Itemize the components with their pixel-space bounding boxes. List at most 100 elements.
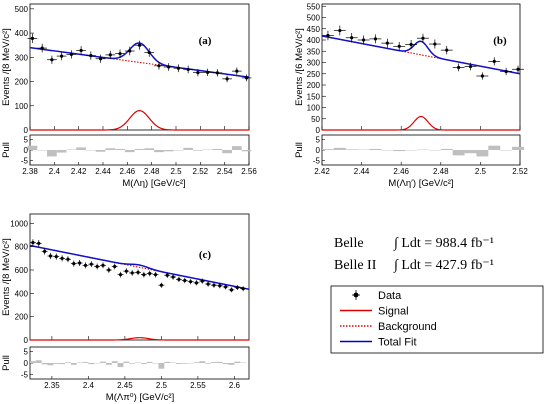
chart-panel-0: 2.38 2.4 2.42 2.44 2.46 2.48 2.5 2.52 2.54 2.56 0 1… xyxy=(1,3,257,189)
pull-y-tick-label: -5 xyxy=(21,370,29,379)
chart-panel-2: 2.35 2.4 2.45 2.5 2.55 2.6 0 200 400 600 800 1000 -5… xyxy=(1,213,250,403)
data-point xyxy=(30,36,35,41)
legend-label: Data xyxy=(378,290,402,302)
pull-bar xyxy=(452,150,465,156)
data-point xyxy=(212,283,216,287)
x-tick-label: 2.5 xyxy=(475,167,487,176)
data-point xyxy=(338,28,342,33)
pull-bar xyxy=(41,363,48,365)
y-tick-label: 300 xyxy=(15,53,29,62)
pull-bar xyxy=(164,361,171,363)
lumi-unit: fb⁻¹ xyxy=(471,258,494,273)
data-point xyxy=(142,273,146,277)
y-tick-label: 0 xyxy=(24,336,29,345)
pull-bar xyxy=(154,150,164,153)
pull-bar xyxy=(129,363,136,364)
pull-y-tick-label: 0 xyxy=(24,146,29,155)
x-tick-label: 2.48 xyxy=(144,167,160,176)
pull-bar xyxy=(95,150,106,152)
data-point xyxy=(457,65,461,70)
data-point xyxy=(148,271,152,276)
data-point xyxy=(194,281,199,285)
data-point xyxy=(157,64,161,68)
data-point xyxy=(186,67,190,72)
data-point xyxy=(137,43,142,47)
pull-bar xyxy=(134,148,145,150)
x-tick-label: 2.38 xyxy=(22,167,38,176)
y-tick-label: 400 xyxy=(15,289,29,298)
signal-curve xyxy=(30,337,249,341)
x-tick-label: 2.46 xyxy=(393,167,409,176)
data-point xyxy=(66,257,70,261)
data-point xyxy=(176,66,181,70)
x-axis-label: M(Λη′) [GeV/c²] xyxy=(388,178,453,189)
pull-bar xyxy=(512,146,524,150)
pull-bar xyxy=(158,363,165,369)
panel-label: (b) xyxy=(493,35,507,47)
pull-bar xyxy=(211,362,217,363)
pull-bar xyxy=(163,150,174,152)
pull-bar xyxy=(82,362,89,363)
y-tick-label: 0 xyxy=(316,126,321,135)
pull-y-tick-label: 5 xyxy=(24,348,29,357)
legend-label: Total Fit xyxy=(378,337,417,349)
lumi-value: 427.9 xyxy=(436,258,471,273)
pull-bar xyxy=(76,147,86,150)
y-tick-label: 200 xyxy=(15,313,29,322)
pull-bar xyxy=(27,145,38,150)
data-point xyxy=(107,268,111,272)
pull-bar xyxy=(241,150,252,152)
data-point xyxy=(224,285,228,289)
data-point xyxy=(37,241,41,245)
y-axis-label: Events /[8 MeV/c²] xyxy=(1,238,12,316)
data-point xyxy=(177,277,181,281)
pull-bar xyxy=(124,150,135,153)
data-point xyxy=(72,261,76,266)
data-point xyxy=(241,287,245,291)
pull-bar xyxy=(59,363,66,365)
pull-bar xyxy=(176,363,182,364)
y-tick-label: 500 xyxy=(307,14,321,23)
lumi-unit: fb⁻¹ xyxy=(471,236,494,251)
lumi-experiment: Belle II xyxy=(334,258,377,273)
y-tick-label: 100 xyxy=(307,104,321,113)
x-tick-label: 2.35 xyxy=(44,381,60,390)
pull-bar xyxy=(476,150,489,157)
luminosity-block: Belle ∫ Ldt = 988.4 fb⁻¹ Belle II ∫ Ldt = 4… xyxy=(334,236,494,273)
data-point xyxy=(147,50,151,55)
data-point xyxy=(101,263,105,267)
data-point xyxy=(397,44,401,48)
pull-bar xyxy=(222,363,229,365)
data-point xyxy=(200,279,204,283)
pull-bar xyxy=(105,148,116,150)
y-tick-label: 450 xyxy=(307,25,321,34)
data-point xyxy=(421,36,425,40)
pull-bar xyxy=(345,149,358,150)
pull-bar xyxy=(181,363,188,364)
data-point xyxy=(31,240,35,245)
y-tick-label: 100 xyxy=(15,102,29,111)
pull-y-tick-label: 5 xyxy=(24,135,29,144)
y-tick-label: 200 xyxy=(15,78,29,87)
data-point xyxy=(136,270,140,274)
data-point xyxy=(244,76,249,80)
pull-bar xyxy=(193,150,203,151)
x-tick-label: 2.5 xyxy=(170,167,182,176)
data-point xyxy=(48,254,53,258)
pull-bar xyxy=(464,150,477,154)
legend-label: Signal xyxy=(378,306,409,318)
x-tick-label: 2.54 xyxy=(217,167,233,176)
pull-bar xyxy=(440,148,453,150)
data-point xyxy=(373,37,378,41)
y-tick-label: 800 xyxy=(15,243,29,252)
data-point xyxy=(153,273,158,277)
panel-label: (a) xyxy=(199,35,212,47)
pull-bar xyxy=(56,150,67,153)
x-tick-label: 2.44 xyxy=(95,167,111,176)
pull-bar xyxy=(117,363,124,368)
data-point xyxy=(54,254,58,259)
pull-bar xyxy=(30,361,36,363)
data-point xyxy=(218,284,222,288)
pull-bar xyxy=(111,361,118,363)
data-point xyxy=(445,48,449,52)
